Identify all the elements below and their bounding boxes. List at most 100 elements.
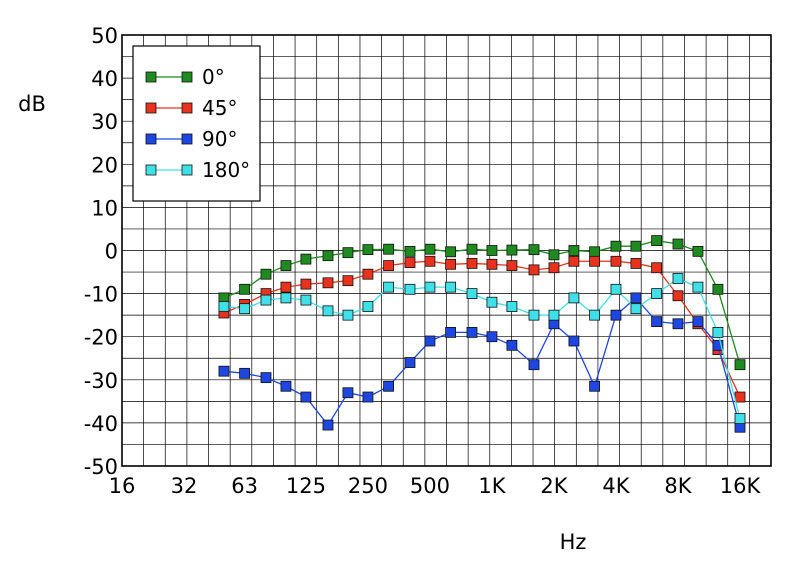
data-point: [466, 258, 478, 269]
y-tick-label: -10: [84, 283, 118, 307]
data-point: [466, 326, 478, 338]
data-point: [218, 365, 230, 377]
data-point: [610, 240, 622, 252]
data-point: [218, 301, 230, 312]
data-point: [506, 244, 518, 256]
data-point: [568, 335, 580, 347]
data-point: [692, 281, 704, 293]
data-point: [362, 268, 374, 280]
legend-label: 90°: [202, 127, 237, 151]
x-tick-label: 1K: [478, 474, 506, 498]
y-tick-label: 40: [91, 67, 118, 91]
data-point: [528, 309, 540, 321]
data-point: [528, 264, 540, 276]
legend-marker: [181, 164, 193, 176]
series-1: [218, 235, 746, 371]
legend-marker: [181, 133, 193, 145]
data-point: [528, 244, 540, 256]
legend-marker: [181, 102, 193, 114]
data-point: [300, 253, 312, 265]
legend-marker: [145, 102, 157, 114]
data-point: [692, 316, 704, 328]
data-point: [734, 359, 746, 371]
data-point: [322, 305, 334, 317]
data-point: [672, 238, 684, 250]
data-point: [239, 303, 251, 315]
data-point: [610, 283, 622, 295]
data-point: [548, 309, 560, 321]
data-point: [630, 292, 642, 304]
data-point: [424, 281, 436, 293]
y-tick-label: -40: [84, 412, 118, 436]
data-point: [404, 245, 416, 257]
data-point: [548, 249, 560, 261]
data-point: [424, 255, 436, 267]
data-point: [260, 294, 272, 306]
data-point: [280, 380, 292, 392]
data-point: [445, 246, 457, 258]
data-point: [568, 292, 580, 304]
y-tick-label: 50: [91, 24, 118, 48]
data-point: [362, 391, 374, 403]
data-point: [239, 367, 251, 379]
data-point: [506, 301, 518, 312]
data-point: [466, 288, 478, 300]
data-point: [589, 380, 601, 392]
data-point: [528, 359, 540, 371]
legend-marker: [145, 133, 157, 145]
legend: 0° 45° 90° 180°: [132, 45, 261, 202]
data-point: [486, 331, 498, 343]
data-point: [383, 243, 395, 255]
data-point: [260, 372, 272, 384]
x-tick-label: 32: [171, 474, 198, 498]
data-point: [239, 283, 251, 295]
data-point: [672, 273, 684, 284]
data-point: [692, 245, 704, 257]
data-point: [383, 380, 395, 392]
data-point: [506, 339, 518, 351]
data-point: [322, 277, 334, 289]
data-point: [342, 275, 354, 287]
series-4: [218, 273, 746, 424]
data-point: [486, 258, 498, 270]
x-tick-label: 4K: [602, 474, 630, 498]
x-tick-label: 2K: [540, 474, 568, 498]
series-group: [218, 235, 746, 433]
data-point: [734, 391, 746, 403]
x-tick-label: 63: [231, 474, 258, 498]
data-point: [568, 245, 580, 256]
data-point: [445, 281, 457, 293]
data-point: [651, 288, 663, 300]
data-point: [630, 240, 642, 252]
legend-marker: [181, 71, 193, 83]
x-tick-label: 8K: [664, 474, 692, 498]
data-point: [734, 413, 746, 424]
data-point: [424, 243, 436, 255]
x-axis-label: Hz: [560, 530, 587, 554]
data-point: [342, 247, 354, 259]
data-point: [404, 283, 416, 295]
data-point: [404, 257, 416, 268]
data-point: [712, 339, 724, 351]
data-point: [712, 283, 724, 295]
data-point: [322, 250, 334, 262]
data-point: [712, 326, 724, 338]
y-tick-label: -50: [84, 455, 118, 479]
x-tick-label: 16K: [720, 474, 762, 498]
data-point: [672, 290, 684, 302]
y-tick-label: 20: [91, 153, 118, 177]
data-point: [383, 281, 395, 293]
data-point: [672, 318, 684, 330]
data-point: [445, 258, 457, 270]
data-point: [322, 419, 334, 431]
legend-label: 180°: [202, 158, 250, 182]
data-point: [506, 260, 518, 271]
data-point: [589, 246, 601, 258]
y-axis-label: dB: [18, 92, 46, 116]
series-2: [218, 255, 746, 403]
y-tick-label: 30: [91, 110, 118, 134]
y-axis-tick-labels: 50 40 30 20 10 0 -10 -20 -30 -40 -50: [84, 24, 118, 479]
data-point: [260, 268, 272, 280]
y-tick-label: -20: [84, 326, 118, 350]
